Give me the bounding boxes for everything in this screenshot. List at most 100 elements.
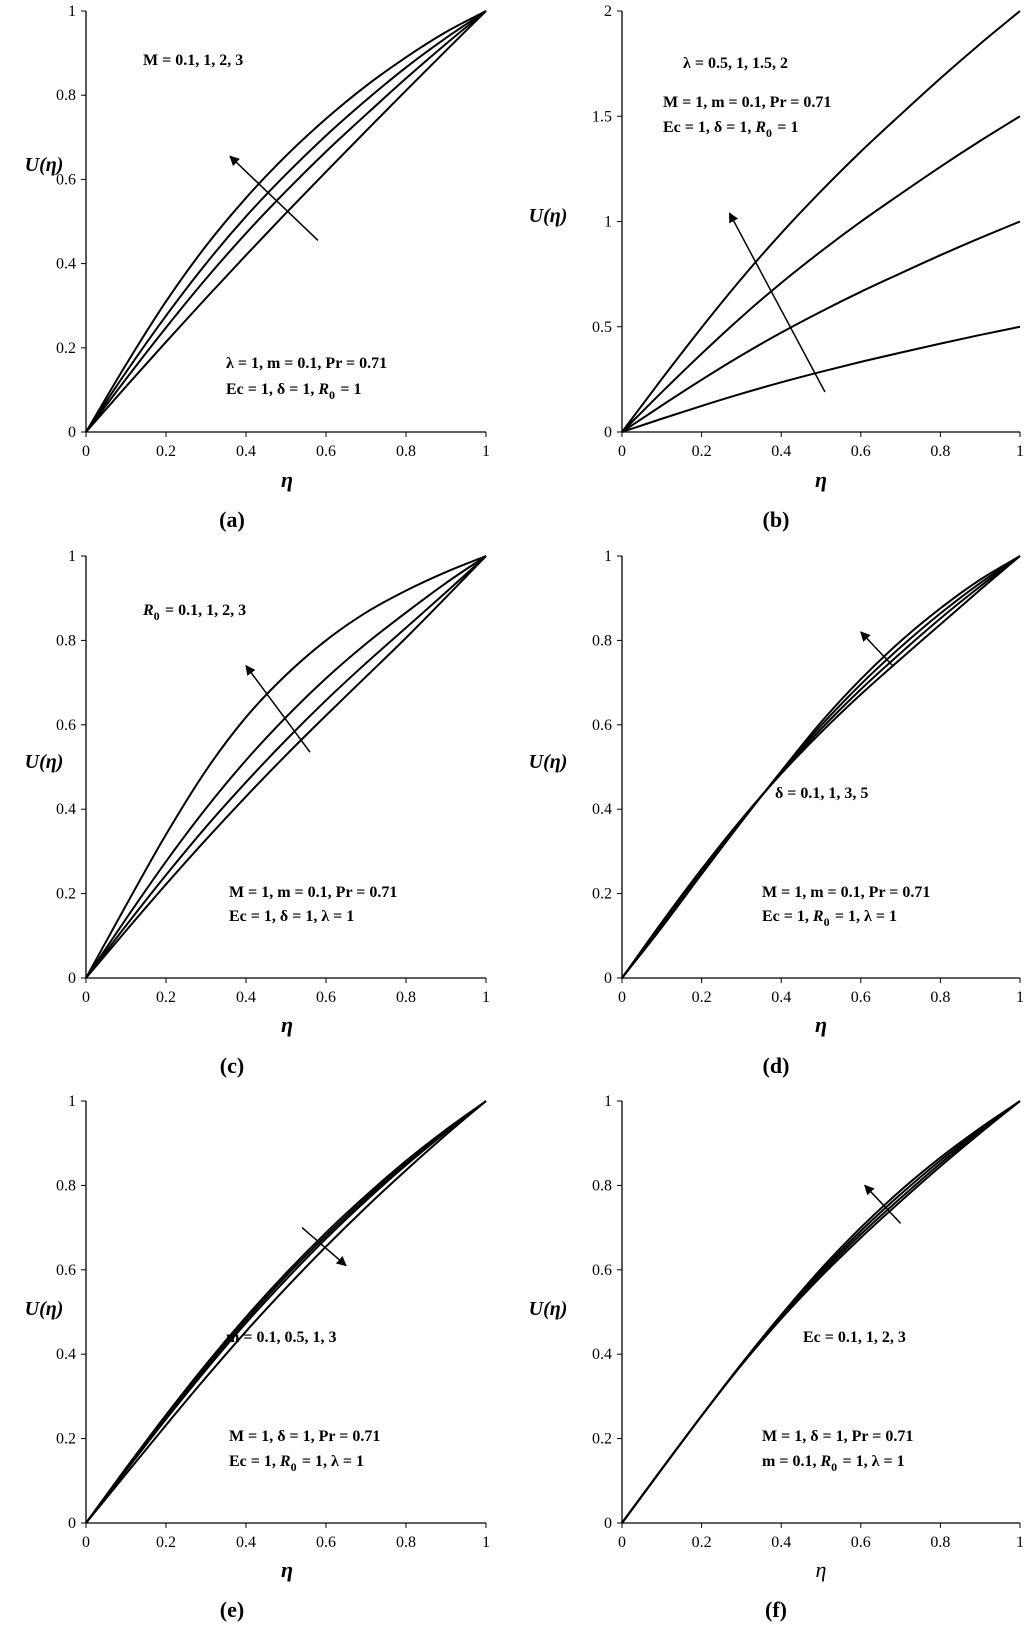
x-tick-label: 0.6 <box>316 989 336 1006</box>
x-axis-label: η <box>281 1557 293 1582</box>
y-tick-label: 0.6 <box>56 717 76 734</box>
condition-annotation: Ec = 1, δ = 1, R0 = 1 <box>663 119 798 140</box>
y-tick-label: 0.8 <box>56 1177 76 1194</box>
x-tick-label: 0.2 <box>156 1534 176 1551</box>
trend-arrow <box>860 631 894 667</box>
panel-caption: (b) <box>763 507 790 532</box>
panel-f: 0 0.2 0.4 0.6 0.8 1 0 0.2 0.4 0.6 0.8 1 U(η) η (f) Ec =… <box>529 1093 1024 1622</box>
trend-arrow <box>301 1227 347 1267</box>
condition-annotation: M = 1, δ = 1, Pr = 0.71 <box>229 1428 380 1445</box>
y-tick-label: 0.2 <box>592 886 612 903</box>
y-tick-label: 0.8 <box>592 632 612 649</box>
x-tick-label: 1 <box>482 989 490 1006</box>
x-tick-label: 0.8 <box>930 1534 950 1551</box>
condition-annotation: M = 1, m = 0.1, Pr = 0.71 <box>762 884 930 901</box>
series-line-4 <box>621 555 1021 979</box>
x-tick-label: 0.6 <box>851 989 871 1006</box>
parameter-annotation: Ec = 0.1, 1, 2, 3 <box>803 1329 906 1346</box>
panel-caption: (a) <box>219 507 245 532</box>
x-tick-label: 0.8 <box>930 443 950 460</box>
panel-caption: (f) <box>765 1597 787 1622</box>
trend-arrow <box>864 1184 902 1224</box>
y-tick-label: 0 <box>68 424 76 441</box>
x-tick-label: 0.2 <box>692 989 712 1006</box>
series-line-1 <box>621 555 1021 979</box>
y-axis-label: U(η) <box>529 1298 568 1320</box>
series-line-3 <box>621 555 1021 979</box>
parameter-annotation: M = 0.1, 1, 2, 3 <box>143 52 243 69</box>
x-tick-label: 0 <box>618 1534 626 1551</box>
y-axis-label: U(η) <box>25 154 64 176</box>
y-tick-label: 0 <box>604 970 612 987</box>
series-line-4 <box>621 10 1021 433</box>
series-line-2 <box>621 555 1021 979</box>
x-tick-label: 0.4 <box>236 1534 256 1551</box>
x-tick-label: 0.4 <box>236 989 256 1006</box>
y-tick-label: 0.5 <box>592 319 612 336</box>
x-tick-label: 0.8 <box>396 989 416 1006</box>
y-tick-label: 1 <box>68 548 76 565</box>
parameter-annotation: m = 0.1, 0.5, 1, 3 <box>226 1329 336 1346</box>
series-line-1 <box>85 10 487 433</box>
panel-b: 0 0.2 0.4 0.6 0.8 1 0 0.5 1 1.5 2 U(η) η (b) λ = 0.5, … <box>529 3 1024 532</box>
y-tick-label: 2 <box>604 3 612 20</box>
condition-annotation: Ec = 1, R0 = 1, λ = 1 <box>762 908 897 929</box>
y-tick-label: 1 <box>604 548 612 565</box>
series-line-2 <box>621 220 1021 433</box>
x-tick-label: 0.2 <box>156 989 176 1006</box>
series-line-2 <box>85 555 487 979</box>
series-line-2 <box>85 10 487 433</box>
y-tick-label: 1 <box>604 214 612 231</box>
x-tick-label: 0 <box>618 989 626 1006</box>
series-line-2 <box>85 1100 487 1524</box>
y-tick-label: 0.2 <box>56 1431 76 1448</box>
trend-arrow <box>728 212 826 393</box>
x-axis-label: η <box>281 1012 293 1037</box>
condition-annotation: Ec = 1, R0 = 1, λ = 1 <box>229 1453 364 1474</box>
y-tick-label: 0.2 <box>56 340 76 357</box>
x-axis-label: η <box>815 467 827 492</box>
x-tick-label: 1 <box>1016 1534 1024 1551</box>
series-line-4 <box>85 1100 487 1524</box>
y-tick-label: 0.4 <box>56 801 76 818</box>
condition-annotation: Ec = 1, δ = 1, R0 = 1 <box>226 381 361 402</box>
panel-d: 0 0.2 0.4 0.6 0.8 1 0 0.2 0.4 0.6 0.8 1 U(η) η (d) δ = … <box>529 548 1024 1078</box>
series-line-4 <box>85 555 487 979</box>
x-tick-label: 0.2 <box>692 1534 712 1551</box>
series-line-3 <box>621 115 1021 433</box>
x-tick-label: 1 <box>1016 443 1024 460</box>
x-tick-label: 1 <box>482 1534 490 1551</box>
series-line-4 <box>85 10 487 433</box>
y-axis-label: U(η) <box>529 205 568 227</box>
panel-c: 0 0.2 0.4 0.6 0.8 1 0 0.2 0.4 0.6 0.8 1 U(η) η (c) R0 =… <box>25 548 490 1078</box>
x-tick-label: 0.8 <box>396 1534 416 1551</box>
series-line-3 <box>85 555 487 979</box>
parameter-annotation: λ = 0.5, 1, 1.5, 2 <box>683 55 788 72</box>
x-tick-label: 0 <box>618 443 626 460</box>
x-tick-label: 0.6 <box>851 443 871 460</box>
x-tick-label: 1 <box>1016 989 1024 1006</box>
x-tick-label: 0.6 <box>316 1534 336 1551</box>
x-tick-label: 0 <box>82 1534 90 1551</box>
y-tick-label: 0.6 <box>592 1262 612 1279</box>
series-line-1 <box>85 1100 487 1524</box>
y-tick-label: 1 <box>68 1093 76 1110</box>
y-tick-label: 1 <box>68 3 76 20</box>
x-tick-label: 0.4 <box>771 989 791 1006</box>
y-tick-label: 0.8 <box>56 87 76 104</box>
panel-caption: (d) <box>763 1053 790 1078</box>
y-tick-label: 0.6 <box>56 171 76 188</box>
y-tick-label: 0 <box>604 1515 612 1532</box>
y-tick-label: 0.6 <box>592 717 612 734</box>
series-line-3 <box>85 1100 487 1524</box>
x-tick-label: 0 <box>82 443 90 460</box>
series-line-1 <box>85 555 487 979</box>
series-line-3 <box>85 10 487 433</box>
condition-annotation: M = 1, m = 0.1, Pr = 0.71 <box>663 94 831 111</box>
y-axis-label: U(η) <box>529 751 568 773</box>
series-line-4 <box>621 1100 1021 1524</box>
series-line-1 <box>621 325 1021 433</box>
y-tick-label: 0.8 <box>592 1177 612 1194</box>
x-axis-label: η <box>816 1557 827 1582</box>
